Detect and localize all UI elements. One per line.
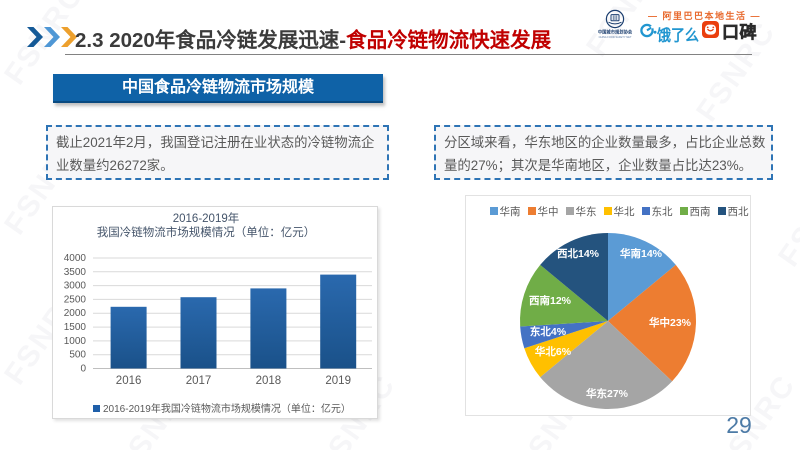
svg-text:华南14%: 华南14% — [620, 247, 663, 260]
svg-text:西北14%: 西北14% — [557, 247, 600, 260]
svg-text:2000: 2000 — [64, 308, 87, 319]
svg-text:2017: 2017 — [186, 375, 212, 387]
svg-text:我国冷链物流市场规模情况（单位：亿元）: 我国冷链物流市场规模情况（单位：亿元） — [97, 225, 316, 239]
svg-text:1500: 1500 — [64, 322, 87, 333]
svg-text:2019: 2019 — [325, 375, 351, 387]
svg-text:CHINA FOOD SAFETY NET: CHINA FOOD SAFETY NET — [599, 35, 632, 39]
svg-text:4000: 4000 — [64, 253, 87, 264]
svg-text:2016-2019年: 2016-2019年 — [173, 211, 240, 225]
svg-text:华北6%: 华北6% — [535, 345, 572, 358]
svg-text:3500: 3500 — [64, 267, 87, 278]
svg-text:2016-2019年我国冷链物流市场规模情况（单位：亿元）: 2016-2019年我国冷链物流市场规模情况（单位：亿元） — [103, 402, 351, 415]
svg-text:500: 500 — [69, 350, 86, 361]
svg-text:0: 0 — [80, 364, 86, 375]
svg-text:3000: 3000 — [64, 281, 87, 292]
svg-text:东北4%: 东北4% — [530, 325, 567, 338]
svg-text:2500: 2500 — [64, 294, 87, 305]
svg-text:1000: 1000 — [64, 336, 87, 347]
svg-text:2016: 2016 — [116, 375, 142, 387]
svg-text:中国城市规划协会: 中国城市规划协会 — [598, 29, 633, 36]
svg-text:华东27%: 华东27% — [586, 387, 629, 400]
svg-text:西南12%: 西南12% — [529, 294, 572, 307]
svg-text:华中23%: 华中23% — [649, 316, 692, 329]
svg-text:2018: 2018 — [256, 375, 282, 387]
